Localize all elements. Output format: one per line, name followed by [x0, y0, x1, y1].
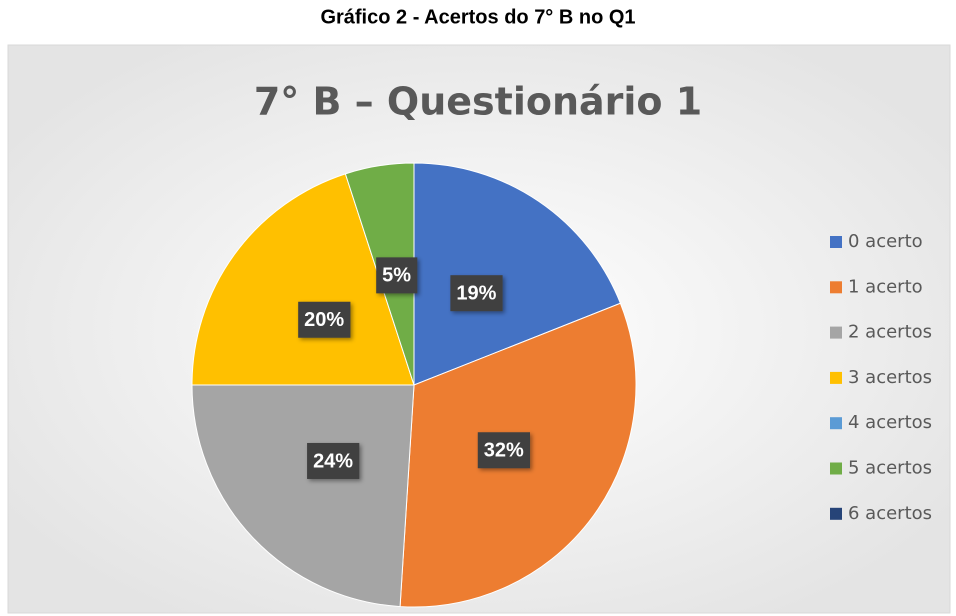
data-label-box [376, 257, 418, 294]
legend-swatch [830, 417, 842, 430]
data-label: 20% [304, 309, 344, 331]
legend-label: 0 acerto [848, 231, 923, 252]
legend-label: 2 acertos [848, 322, 932, 343]
data-label-box [450, 275, 503, 312]
caption: Gráfico 2 - Acertos do 7° B no Q1 [320, 6, 635, 28]
pie-slice [191, 384, 415, 608]
data-label-box [298, 301, 351, 338]
legend-swatch [830, 326, 842, 339]
chart-title: 7° B – Questionário 1 [254, 80, 702, 124]
data-label-box [477, 432, 531, 469]
legend-swatch [830, 371, 842, 384]
pie-slice [191, 173, 415, 386]
data-label: 5% [382, 265, 411, 287]
legend-swatch [830, 236, 842, 248]
legend-label: 4 acertos [848, 412, 932, 433]
data-label: 32% [484, 440, 524, 462]
data-label: 19% [456, 282, 496, 304]
data-label-box [307, 442, 360, 479]
legend-swatch [830, 281, 842, 294]
legend-swatch [830, 462, 842, 475]
legend-swatch [830, 507, 842, 520]
legend-label: 1 acerto [848, 276, 923, 297]
legend-label: 6 acertos [848, 503, 932, 524]
legend-label: 3 acertos [848, 367, 932, 388]
legend-label: 5 acertos [848, 458, 932, 479]
pie-slice [413, 162, 622, 386]
data-label: 24% [313, 450, 353, 472]
